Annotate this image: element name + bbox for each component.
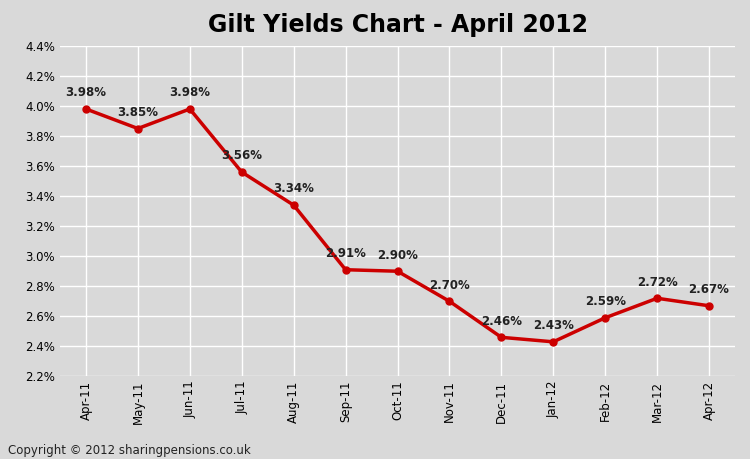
- Text: 2.59%: 2.59%: [585, 295, 626, 308]
- Text: 2.70%: 2.70%: [429, 279, 470, 291]
- Text: 2.91%: 2.91%: [326, 247, 366, 260]
- Text: 2.46%: 2.46%: [481, 314, 522, 328]
- Text: 3.85%: 3.85%: [118, 106, 158, 119]
- Text: 3.34%: 3.34%: [273, 182, 314, 196]
- Text: 2.43%: 2.43%: [532, 319, 574, 332]
- Text: 3.56%: 3.56%: [221, 149, 262, 162]
- Text: 2.67%: 2.67%: [688, 283, 730, 296]
- Text: 3.98%: 3.98%: [65, 86, 106, 99]
- Title: Gilt Yields Chart - April 2012: Gilt Yields Chart - April 2012: [208, 13, 587, 37]
- Text: Copyright © 2012 sharingpensions.co.uk: Copyright © 2012 sharingpensions.co.uk: [8, 444, 250, 457]
- Text: 2.90%: 2.90%: [377, 248, 418, 262]
- Text: 2.72%: 2.72%: [637, 275, 677, 289]
- Text: 3.98%: 3.98%: [170, 86, 210, 99]
